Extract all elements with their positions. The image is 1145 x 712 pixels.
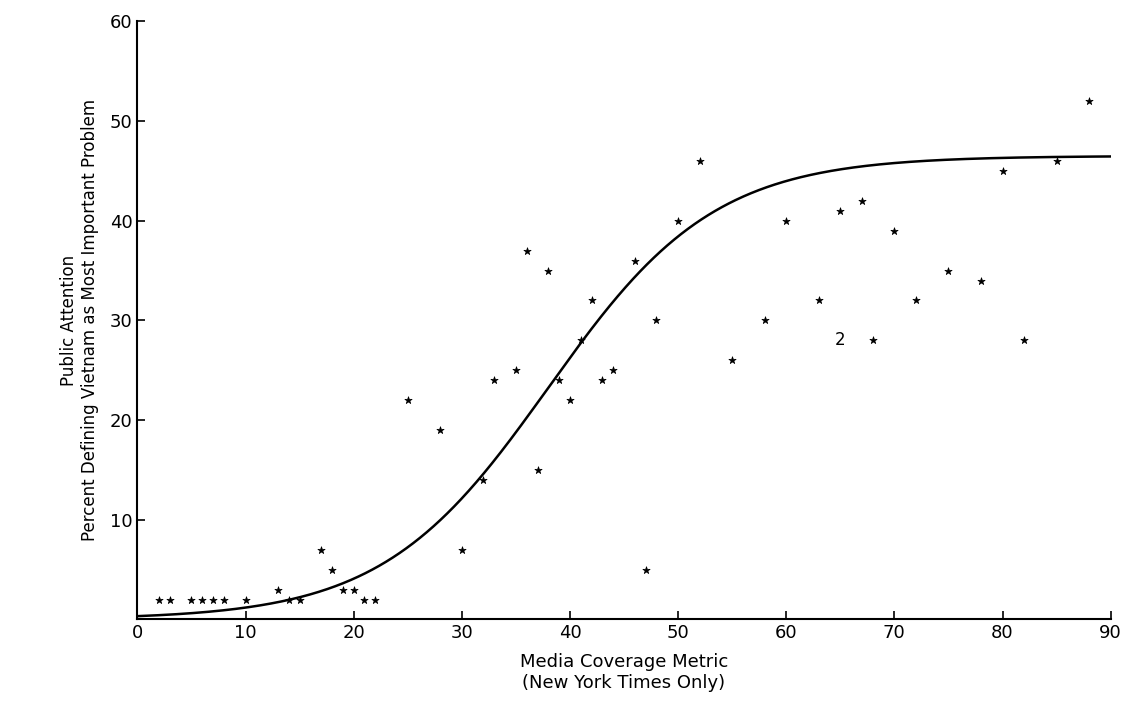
Point — [853, 195, 871, 206]
Point — [291, 594, 309, 605]
Point — [722, 355, 741, 366]
Point — [279, 594, 298, 605]
Point — [431, 424, 449, 436]
Point — [756, 315, 774, 326]
Point — [637, 564, 655, 575]
Point — [215, 594, 234, 605]
Point — [398, 394, 417, 406]
Point — [1048, 155, 1066, 167]
Text: 2: 2 — [835, 331, 846, 350]
Point — [863, 335, 882, 346]
Point — [269, 584, 287, 595]
Point — [160, 594, 179, 605]
Point — [561, 394, 579, 406]
Point — [474, 474, 492, 486]
Point — [323, 564, 341, 575]
Point — [204, 594, 222, 605]
Point — [507, 365, 526, 376]
Point — [669, 215, 687, 226]
Point — [810, 295, 828, 306]
Point — [1080, 95, 1098, 107]
Point — [236, 594, 254, 605]
Point — [333, 584, 352, 595]
Point — [182, 594, 200, 605]
Point — [972, 275, 990, 286]
Point — [647, 315, 665, 326]
Point — [690, 155, 709, 167]
Point — [939, 265, 957, 276]
Point — [885, 225, 903, 236]
Point — [1014, 335, 1033, 346]
Point — [550, 375, 568, 386]
Point — [366, 594, 385, 605]
Point — [194, 594, 212, 605]
Point — [518, 245, 536, 256]
Y-axis label: Public Attention
Percent Defining Vietnam as Most Important Problem: Public Attention Percent Defining Vietna… — [60, 100, 98, 541]
Point — [452, 544, 471, 555]
X-axis label: Media Coverage Metric
(New York Times Only): Media Coverage Metric (New York Times On… — [520, 654, 728, 692]
Point — [605, 365, 623, 376]
Point — [539, 265, 558, 276]
Point — [345, 584, 363, 595]
Point — [583, 295, 601, 306]
Point — [831, 205, 850, 216]
Point — [571, 335, 590, 346]
Point — [485, 375, 504, 386]
Point — [907, 295, 925, 306]
Point — [528, 464, 546, 476]
Point — [150, 594, 168, 605]
Point — [994, 165, 1012, 177]
Point — [777, 215, 796, 226]
Point — [593, 375, 611, 386]
Point — [313, 544, 331, 555]
Point — [625, 255, 643, 266]
Point — [355, 594, 373, 605]
